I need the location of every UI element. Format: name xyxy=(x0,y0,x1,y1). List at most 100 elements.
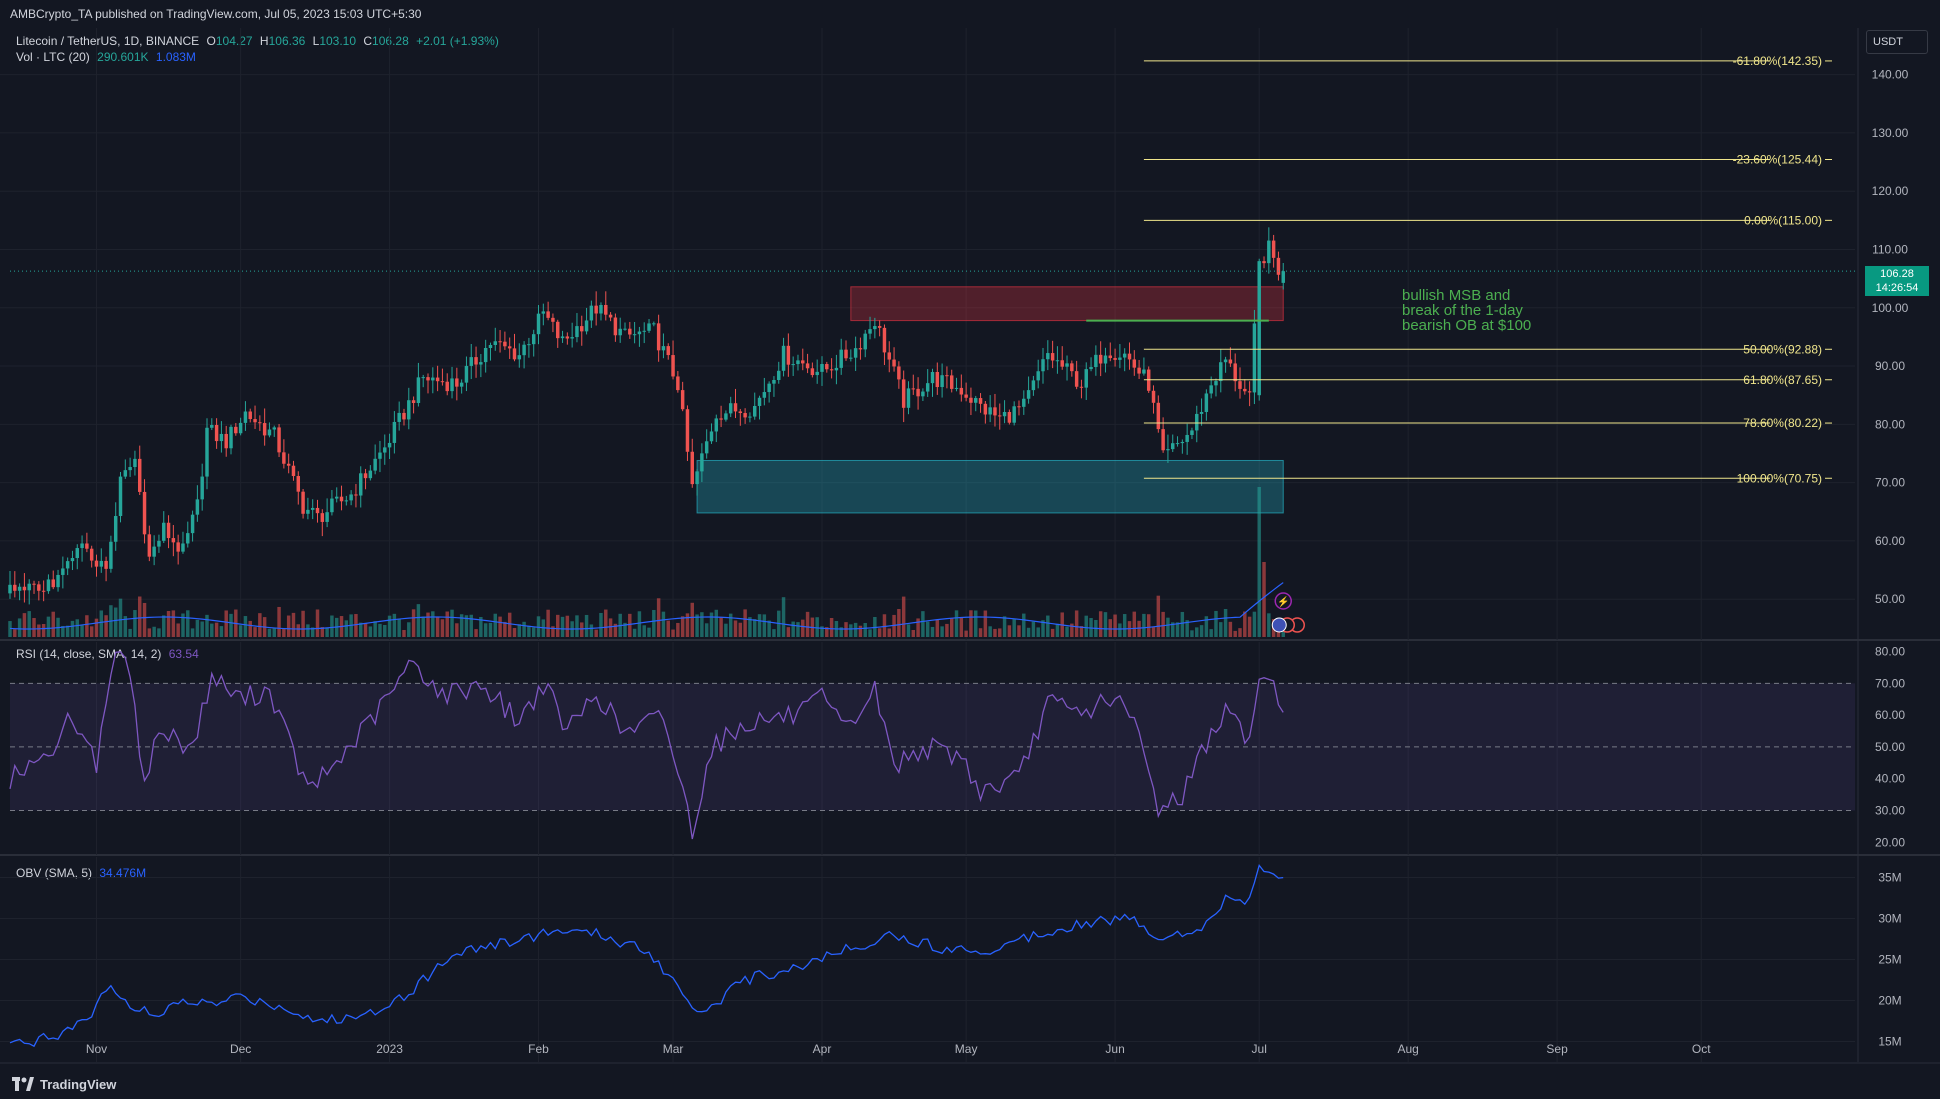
candle-body xyxy=(983,403,988,415)
candle-body xyxy=(474,357,478,365)
volume-bar xyxy=(608,618,613,637)
candle-body xyxy=(435,377,440,382)
candle-body xyxy=(1098,354,1103,364)
candle-body xyxy=(719,418,723,420)
volume-bar xyxy=(272,628,276,637)
candle-body xyxy=(1209,385,1213,394)
volume-bar xyxy=(1137,620,1141,637)
volume-bar xyxy=(162,615,166,637)
candle-body xyxy=(517,355,522,360)
volume-bar xyxy=(46,616,51,637)
x-tick-label: Feb xyxy=(528,1042,549,1056)
candle-body xyxy=(1161,429,1165,451)
candle-body xyxy=(1065,363,1069,367)
volume-bar xyxy=(195,619,200,637)
volume-bar xyxy=(1257,487,1261,637)
volume-bar xyxy=(1185,620,1189,637)
candle-body xyxy=(1166,449,1170,451)
currency-selector[interactable]: USDT xyxy=(1866,30,1928,54)
candle-body xyxy=(1017,406,1021,408)
low-value: 103.10 xyxy=(319,34,357,48)
volume-bar xyxy=(166,610,171,637)
volume-bar xyxy=(479,616,483,637)
rsi-line xyxy=(9,651,1284,840)
candle-body xyxy=(397,412,401,422)
volume-bar xyxy=(378,623,382,637)
volume-bar xyxy=(1223,609,1228,637)
volume-bar xyxy=(152,626,156,637)
volume-bar xyxy=(37,624,41,637)
candle-body xyxy=(1228,359,1233,364)
volume-bar xyxy=(575,615,579,637)
volume-bar xyxy=(978,628,983,637)
volume-bar xyxy=(61,625,65,637)
volume-bar xyxy=(1055,623,1060,637)
candle-body xyxy=(969,397,973,403)
volume-legend[interactable]: Vol · LTC (20) 290.601K 1.083M xyxy=(16,50,200,64)
volume-bar xyxy=(1204,616,1209,637)
candle-body xyxy=(282,452,286,464)
publish-info: AMBCrypto_TA published on TradingView.co… xyxy=(10,7,422,21)
volume-bar xyxy=(426,612,430,637)
candle-body xyxy=(455,378,459,387)
volume-bar xyxy=(906,624,911,637)
candle-body xyxy=(1031,380,1036,391)
candle-body xyxy=(315,507,320,514)
candle-body xyxy=(757,397,762,406)
symbol-legend[interactable]: Litecoin / TetherUS, 1D, BINANCE O104.27… xyxy=(16,34,503,48)
volume-bar xyxy=(488,622,493,637)
candle-body xyxy=(1079,386,1084,388)
volume-bar xyxy=(368,626,373,637)
volume-bar xyxy=(224,610,228,637)
candle-body xyxy=(359,473,363,496)
candle-body xyxy=(671,355,675,377)
candle-body xyxy=(70,558,75,562)
volume-bar xyxy=(1209,629,1213,637)
obv-label[interactable]: OBV (SMA, 5) xyxy=(16,866,93,880)
volume-bar xyxy=(560,616,565,637)
volume-bar xyxy=(897,609,901,637)
candle-body xyxy=(267,429,272,436)
volume-bar xyxy=(474,629,478,637)
volume-label[interactable]: Vol · LTC (20) xyxy=(16,50,90,64)
volume-bar xyxy=(306,624,310,637)
us-flag-icon xyxy=(1271,617,1287,633)
volume-bar xyxy=(680,616,685,637)
candle-body xyxy=(330,498,334,513)
volume-bar xyxy=(656,598,661,637)
rsi-tick-label: 80.00 xyxy=(1875,645,1905,659)
fib-level-label: -61.80%(142.35) xyxy=(1733,54,1822,68)
candle-body xyxy=(75,548,79,559)
candle-body xyxy=(1271,240,1276,258)
fib-level-label: 50.00%(92.88) xyxy=(1743,342,1822,356)
volume-bar xyxy=(695,614,699,637)
volume-bar xyxy=(685,613,690,637)
candle-body xyxy=(8,584,12,594)
high-label: H xyxy=(259,34,269,48)
volume-bar xyxy=(762,614,767,637)
tradingview-logo[interactable]: TradingView xyxy=(12,1077,116,1092)
candle-body xyxy=(363,473,368,479)
rsi-tick-label: 20.00 xyxy=(1875,835,1905,849)
volume-bar xyxy=(1171,622,1175,637)
obv-legend[interactable]: OBV (SMA, 5) 34.476M xyxy=(16,866,150,880)
fib-level-label: 78.60%(80.22) xyxy=(1743,416,1822,430)
volume-bar xyxy=(171,610,176,637)
volume-bar xyxy=(507,612,512,637)
candle-body xyxy=(248,411,252,420)
volume-bar xyxy=(1065,626,1069,637)
candle-body xyxy=(133,458,137,468)
volume-bar xyxy=(536,616,541,637)
symbol-name[interactable]: Litecoin / TetherUS, 1D, BINANCE xyxy=(16,34,200,48)
change-value: +2.01 (+1.93%) xyxy=(416,34,499,48)
volume-bar xyxy=(584,614,589,637)
candle-body xyxy=(459,382,464,387)
annotation-text: bullish MSB and xyxy=(1402,287,1510,304)
volume-bar xyxy=(1156,595,1161,637)
candle-body xyxy=(1243,388,1247,392)
candle-body xyxy=(901,379,906,408)
candle-body xyxy=(680,390,685,410)
rsi-tick-label: 40.00 xyxy=(1875,772,1905,786)
candle-body xyxy=(1108,355,1113,359)
chart-svg[interactable]: Nov Dec 2023 Feb Mar Apr May Jun Jul Aug Sep Oct 50.… xyxy=(0,0,1940,1069)
